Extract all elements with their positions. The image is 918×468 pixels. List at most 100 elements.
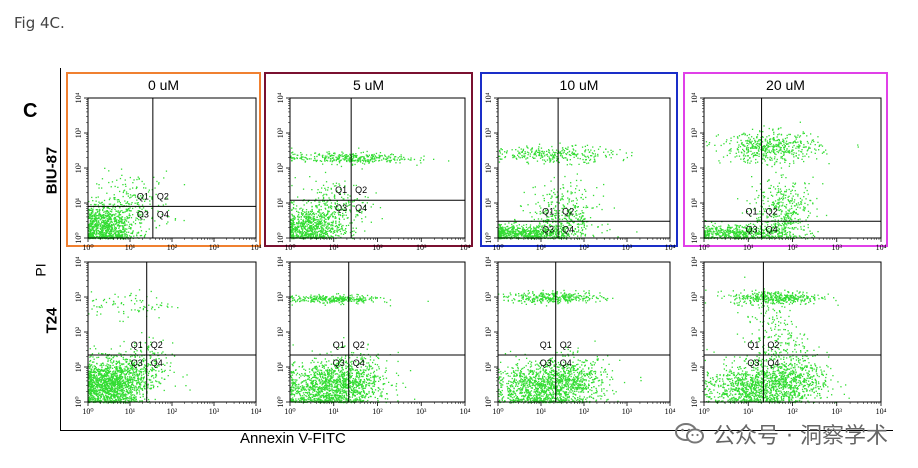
quadrant-label-q2: Q2 — [562, 206, 574, 216]
quadrant-label-q1: Q1 — [335, 185, 347, 195]
quadrant-label-q3: Q3 — [333, 358, 345, 368]
quadrant-label-q3: Q3 — [335, 203, 347, 213]
x-tick-label: 10² — [787, 407, 798, 416]
figure-frame — [60, 68, 893, 431]
y-tick-label: 10¹ — [484, 197, 493, 208]
quadrant-label-q3: Q3 — [131, 358, 143, 368]
x-tick-label: 10³ — [209, 407, 220, 416]
panel-letter: C — [23, 100, 38, 122]
point-cloud — [498, 142, 638, 240]
x-tick-label: 10² — [372, 407, 383, 416]
x-tick-label: 10¹ — [536, 243, 547, 252]
y-tick-label: 10⁴ — [276, 92, 285, 103]
y-tick-label: 10⁰ — [276, 232, 285, 243]
x-tick-label: 10⁰ — [698, 243, 709, 252]
x-tick-label: 10⁴ — [251, 407, 262, 416]
y-tick-label: 10⁴ — [690, 256, 699, 267]
point-cloud — [290, 147, 450, 240]
point-cloud — [88, 167, 186, 240]
quadrant-label-q1: Q1 — [746, 206, 758, 216]
quadrant-label-q2: Q2 — [151, 340, 163, 350]
y-tick-label: 10² — [484, 326, 493, 337]
x-tick-label: 10¹ — [329, 243, 340, 252]
quadrant-label-q3: Q3 — [542, 224, 554, 234]
x-tick-label: 10⁴ — [460, 243, 471, 252]
quadrant-label-q4: Q4 — [157, 209, 169, 219]
y-tick-label: 10² — [74, 162, 83, 173]
quadrant-label-q4: Q4 — [560, 358, 572, 368]
y-tick-label: 10¹ — [484, 361, 493, 372]
y-tick-label: 10³ — [74, 291, 83, 302]
y-tick-label: 10⁰ — [690, 232, 699, 243]
y-tick-label: 10¹ — [690, 197, 699, 208]
y-tick-label: 10⁴ — [484, 92, 493, 103]
y-tick-label: 10¹ — [276, 197, 285, 208]
quadrant-label-q2: Q2 — [560, 340, 572, 350]
y-tick-label: 10⁴ — [74, 92, 83, 103]
y-tick-label: 10³ — [74, 127, 83, 138]
wechat-icon — [675, 423, 705, 444]
y-tick-label: 10⁴ — [74, 256, 83, 267]
y-tick-label: 10³ — [276, 291, 285, 302]
x-tick-label: 10⁰ — [492, 407, 503, 416]
y-tick-label: 10² — [276, 326, 285, 337]
x-tick-label: 10³ — [622, 407, 633, 416]
y-tick-label: 10¹ — [74, 361, 83, 372]
x-tick-label: 10¹ — [743, 407, 754, 416]
watermark-text: 公众号 · 洞察学术 — [713, 424, 888, 449]
x-tick-label: 10² — [787, 243, 798, 252]
x-tick-label: 10² — [579, 407, 590, 416]
plot-area — [289, 97, 466, 239]
y-tick-label: 10⁰ — [74, 232, 83, 243]
quadrant-label-q4: Q4 — [562, 224, 574, 234]
x-tick-label: 10³ — [832, 407, 843, 416]
y-tick-label: 10¹ — [276, 361, 285, 372]
y-tick-label: 10⁴ — [690, 92, 699, 103]
figure-caption: Fig 4C. — [14, 14, 65, 32]
x-tick-label: 10⁴ — [460, 407, 471, 416]
quadrant-label-q1: Q1 — [542, 206, 554, 216]
y-tick-label: 10³ — [484, 291, 493, 302]
condition-label: 10 uM — [560, 77, 599, 93]
quadrant-label-q2: Q2 — [766, 206, 778, 216]
x-tick-label: 10⁰ — [82, 407, 93, 416]
x-tick-label: 10¹ — [125, 243, 136, 252]
y-tick-label: 10⁰ — [690, 396, 699, 407]
x-tick-label: 10⁴ — [876, 407, 887, 416]
y-tick-label: 10² — [484, 162, 493, 173]
quadrant-label-q1: Q1 — [131, 340, 143, 350]
quadrant-label-q1: Q1 — [137, 191, 149, 201]
y-tick-label: 10² — [690, 162, 699, 173]
x-tick-label: 10¹ — [125, 407, 136, 416]
watermark: 公众号 · 洞察学术 — [675, 418, 888, 450]
quadrant-label-q4: Q4 — [767, 358, 779, 368]
condition-frame-3 — [683, 72, 888, 247]
plot-area — [87, 97, 257, 239]
x-tick-label: 10³ — [416, 243, 427, 252]
quadrant-label-q4: Q4 — [151, 358, 163, 368]
y-tick-label: 10³ — [690, 291, 699, 302]
y-tick-label: 10⁰ — [484, 232, 493, 243]
quadrant-label-q1: Q1 — [747, 340, 759, 350]
y-tick-label: 10² — [276, 162, 285, 173]
y-tick-label: 10⁴ — [484, 256, 493, 267]
x-tick-label: 10³ — [209, 243, 220, 252]
x-tick-label: 10¹ — [329, 407, 340, 416]
y-tick-label: 10⁰ — [74, 396, 83, 407]
quadrant-label-q2: Q2 — [355, 185, 367, 195]
x-tick-label: 10¹ — [743, 243, 754, 252]
y-tick-label: 10³ — [690, 127, 699, 138]
quadrant-label-q3: Q3 — [746, 224, 758, 234]
quadrant-label-q3: Q3 — [747, 358, 759, 368]
quadrant-label-q4: Q4 — [353, 358, 365, 368]
condition-label: 0 uM — [148, 77, 179, 93]
quadrant-label-q3: Q3 — [137, 209, 149, 219]
